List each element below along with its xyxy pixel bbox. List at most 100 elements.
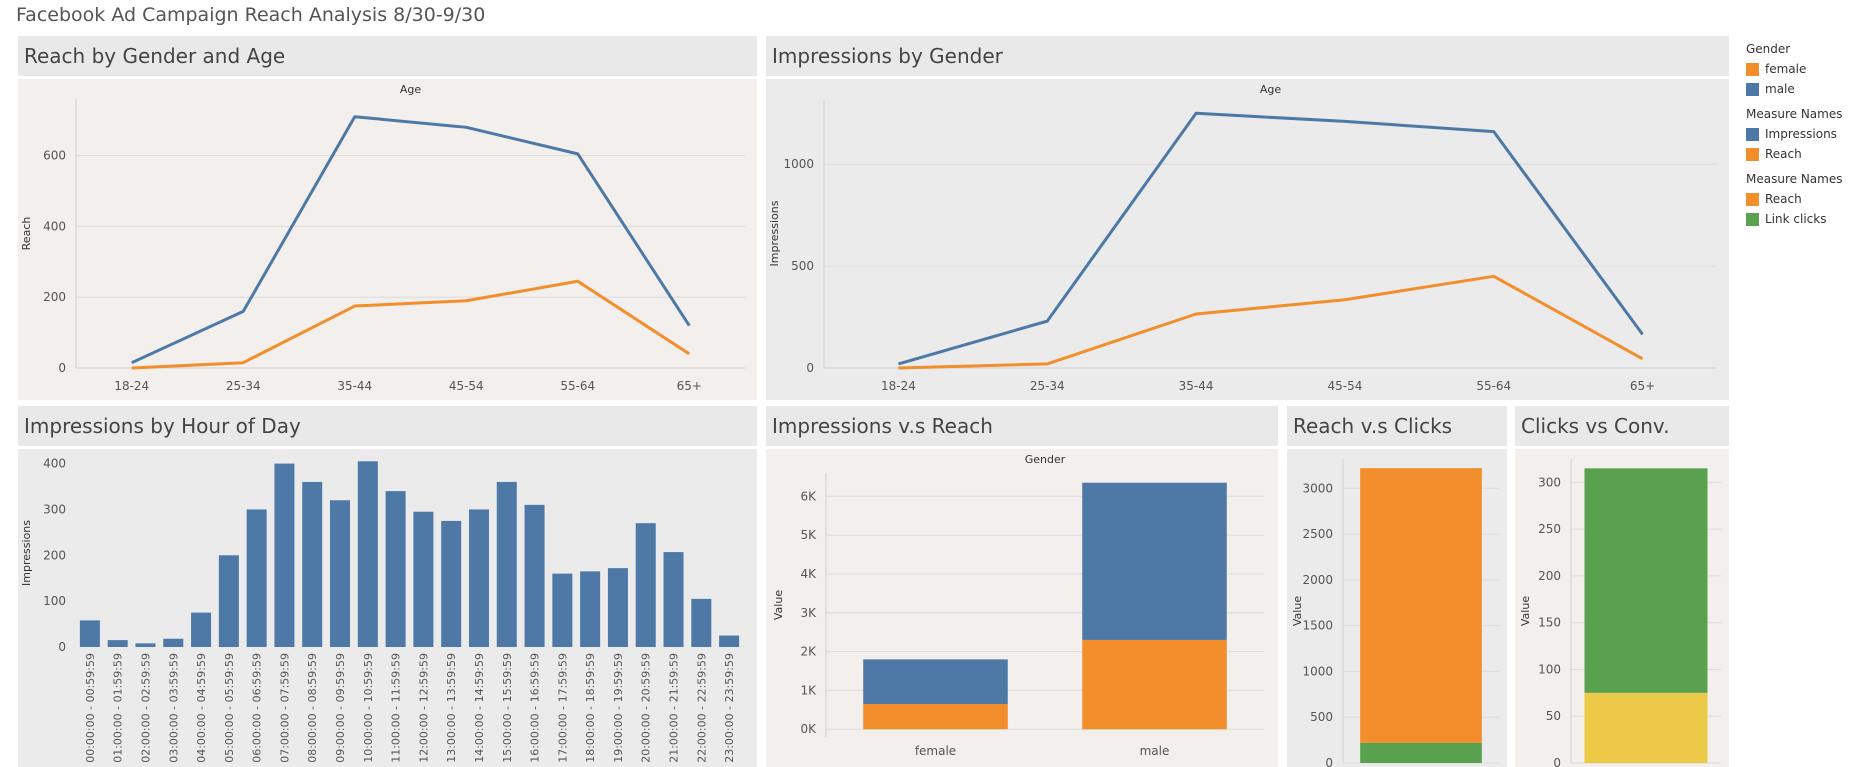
panel-header: Impressions by Hour of Day bbox=[18, 406, 757, 446]
bar-segment-impressions bbox=[863, 659, 1008, 704]
x-tick-label: 65+ bbox=[677, 379, 702, 393]
legend-item[interactable]: Reach bbox=[1746, 189, 1864, 209]
clicks-vs-conv-chart: 0 50 100 150 200 250 300 Value bbox=[1519, 459, 1721, 767]
y-tick-label: 1500 bbox=[1302, 619, 1333, 633]
x-tick-label: 17:00:00 - 17:59:59 bbox=[556, 653, 569, 763]
x-tick-label: 07:00:00 - 07:59:59 bbox=[278, 653, 291, 763]
legend-swatch bbox=[1746, 212, 1759, 226]
x-tick-label: 25-34 bbox=[226, 379, 261, 393]
impressions-by-hour-chart: 0 100 200 300 400 Impressions 00:00:00 - 00:59… bbox=[20, 457, 740, 763]
x-tick-label: 45-54 bbox=[1327, 379, 1362, 393]
y-tick-label: 2K bbox=[800, 645, 817, 659]
legend-item[interactable]: female bbox=[1746, 59, 1864, 79]
y-axis-label: Value bbox=[1519, 596, 1532, 626]
x-tick-label: 04:00:00 - 04:59:59 bbox=[195, 653, 208, 763]
x-tick-label: 10:00:00 - 10:59:59 bbox=[362, 653, 375, 763]
bar bbox=[635, 523, 656, 647]
panel-title: Reach by Gender and Age bbox=[24, 44, 286, 68]
panel-header: Impressions by Gender bbox=[766, 36, 1729, 76]
legend-label: Link clicks bbox=[1765, 212, 1827, 226]
y-tick-label: 150 bbox=[1538, 616, 1561, 630]
bar bbox=[413, 511, 434, 647]
reach-by-age-chart: Age 0 200 400 600 Reach 18-24 25-34 35-44 45-54 55… bbox=[20, 83, 745, 393]
x-tick-label: 18-24 bbox=[114, 379, 149, 393]
bar bbox=[302, 481, 323, 647]
x-tick-label: 01:00:00 - 01:59:59 bbox=[112, 653, 125, 763]
y-tick-label: 100 bbox=[43, 594, 66, 608]
x-tick-label: 14:00:00 - 14:59:59 bbox=[473, 653, 486, 763]
bar bbox=[524, 504, 545, 647]
x-tick-label: 18:00:00 - 18:59:59 bbox=[584, 653, 597, 763]
panel-reach-by-gender-age: Reach by Gender and Age Age 0 200 400 600 Rea… bbox=[18, 36, 757, 400]
bar bbox=[552, 573, 573, 647]
x-tick-label: 55-64 bbox=[560, 379, 595, 393]
y-tick-label: 50 bbox=[1546, 709, 1561, 723]
bar bbox=[580, 571, 601, 647]
panel-impressions-vs-reach: Impressions v.s Reach Gender 0K 1K 2K 3K 4K 5K… bbox=[766, 406, 1278, 767]
y-tick-label: 300 bbox=[43, 502, 66, 516]
y-tick-label: 500 bbox=[1310, 710, 1333, 724]
x-tick-label: 22:00:00 - 22:59:59 bbox=[695, 653, 708, 763]
x-tick-label: 23:00:00 - 23:59:59 bbox=[723, 653, 736, 763]
legend-swatch bbox=[1746, 62, 1759, 76]
legend-item[interactable]: male bbox=[1746, 79, 1864, 99]
bar bbox=[496, 481, 517, 647]
y-tick-label: 1000 bbox=[783, 157, 814, 171]
series-line-female bbox=[131, 279, 691, 370]
x-tick-label: 35-44 bbox=[1179, 379, 1214, 393]
legend-label: Impressions bbox=[1765, 127, 1837, 141]
panel-clicks-vs-conv: Clicks vs Conv. 0 50 100 150 200 250 300 Value bbox=[1515, 406, 1729, 767]
panel-reach-vs-clicks: Reach v.s Clicks 0 500 1000 1500 2000 2500 300… bbox=[1287, 406, 1507, 767]
y-tick-label: 500 bbox=[791, 259, 814, 273]
x-tick-label: 13:00:00 - 13:59:59 bbox=[445, 653, 458, 763]
x-axis-title: Age bbox=[1260, 83, 1282, 96]
y-tick-label: 5K bbox=[800, 528, 817, 542]
x-tick-label: 19:00:00 - 19:59:59 bbox=[612, 653, 625, 763]
legend-label: Reach bbox=[1765, 147, 1802, 161]
bar bbox=[691, 598, 712, 647]
x-axis-title: Age bbox=[400, 83, 422, 96]
panel-header: Impressions v.s Reach bbox=[766, 406, 1278, 446]
y-tick-label: 1K bbox=[800, 683, 817, 697]
y-axis-label: Impressions bbox=[768, 200, 781, 266]
legend-item[interactable]: Reach bbox=[1746, 144, 1864, 164]
bar-segment-impressions bbox=[1082, 482, 1227, 640]
x-tick-label: 02:00:00 - 02:59:59 bbox=[139, 653, 152, 763]
x-axis-title: Gender bbox=[1025, 453, 1066, 466]
bar-segment bbox=[1584, 468, 1708, 693]
y-tick-label: 100 bbox=[1538, 662, 1561, 676]
legend-title: Measure Names bbox=[1746, 172, 1843, 186]
x-tick-label: female bbox=[915, 744, 956, 758]
bar bbox=[385, 491, 406, 647]
y-axis-label: Value bbox=[772, 590, 785, 620]
panel-header: Reach by Gender and Age bbox=[18, 36, 757, 76]
y-tick-label: 600 bbox=[43, 149, 66, 163]
y-tick-label: 0K bbox=[800, 722, 817, 736]
bar-segment-reach bbox=[1360, 468, 1482, 743]
impressions-vs-reach-chart: Gender 0K 1K 2K 3K 4K 5K 6K Value female male bbox=[772, 453, 1264, 758]
y-tick-label: 3K bbox=[800, 606, 817, 620]
impressions-by-gender-chart: Age 0 500 1000 Impressions 18-24 25-34 35-44 45-… bbox=[768, 83, 1717, 393]
x-tick-label: 12:00:00 - 12:59:59 bbox=[417, 653, 430, 763]
panel-impressions-by-hour: Impressions by Hour of Day 0 100 200 300 400… bbox=[18, 406, 757, 767]
x-tick-label: 16:00:00 - 16:59:59 bbox=[529, 653, 542, 763]
x-tick-label: 25-34 bbox=[1030, 379, 1065, 393]
bar bbox=[135, 643, 156, 647]
bar bbox=[330, 500, 351, 647]
y-tick-label: 0 bbox=[1553, 756, 1561, 767]
y-tick-label: 400 bbox=[43, 219, 66, 233]
y-tick-label: 200 bbox=[1538, 569, 1561, 583]
bar bbox=[274, 463, 295, 647]
x-tick-label: 00:00:00 - 00:59:59 bbox=[84, 653, 97, 763]
y-axis-label: Reach bbox=[20, 217, 33, 251]
y-tick-label: 2500 bbox=[1302, 527, 1333, 541]
legend-item[interactable]: Link clicks bbox=[1746, 209, 1864, 229]
legend-item[interactable]: Impressions bbox=[1746, 124, 1864, 144]
bar bbox=[191, 612, 212, 647]
y-tick-label: 1000 bbox=[1302, 664, 1333, 678]
legend-label: Reach bbox=[1765, 192, 1802, 206]
x-tick-label: 06:00:00 - 06:59:59 bbox=[251, 653, 264, 763]
bar bbox=[663, 552, 684, 647]
series-line-female bbox=[898, 274, 1644, 370]
y-tick-label: 0 bbox=[58, 361, 66, 375]
